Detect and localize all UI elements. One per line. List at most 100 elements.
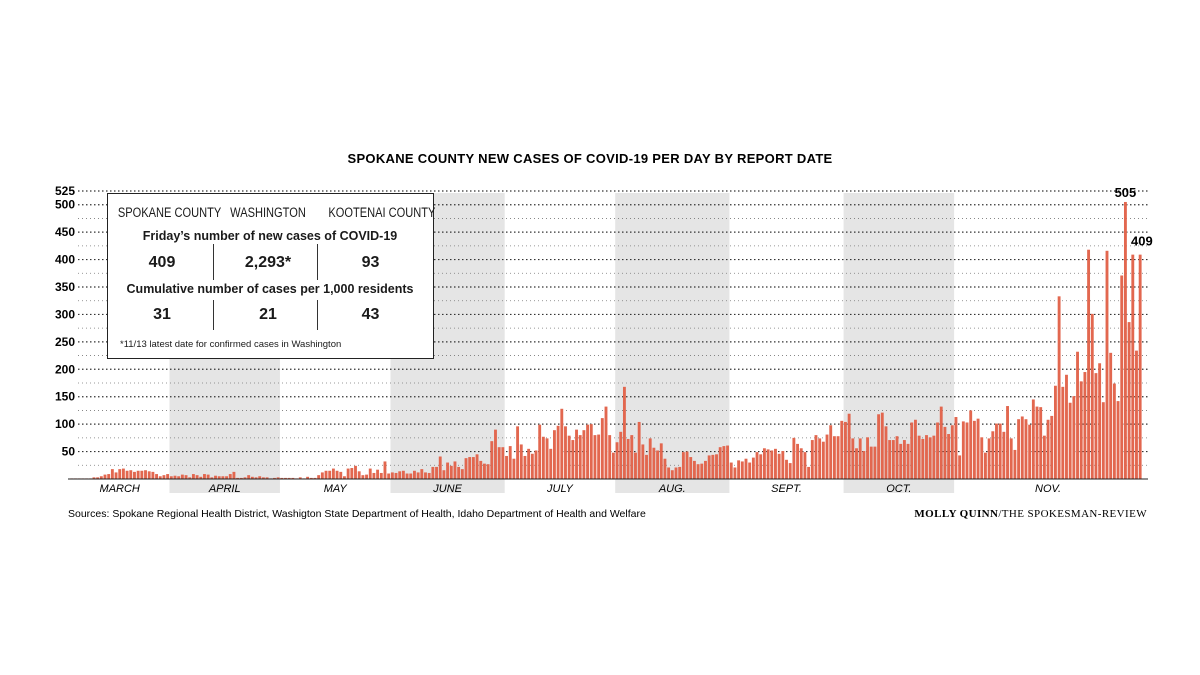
bar: [796, 443, 799, 479]
bar: [236, 477, 240, 479]
bar: [449, 465, 453, 479]
bar: [96, 477, 100, 479]
bar: [195, 475, 199, 479]
bar: [987, 438, 991, 479]
bar: [214, 475, 217, 479]
divider: [213, 300, 214, 330]
bar: [118, 469, 122, 479]
bar: [759, 454, 763, 479]
bar: [667, 467, 671, 479]
bar: [674, 467, 678, 479]
y-tick-label: 300: [55, 307, 75, 321]
bar: [1013, 449, 1017, 479]
bar: [1087, 249, 1091, 479]
y-tick-label: 250: [55, 335, 75, 349]
bar: [766, 449, 770, 479]
bar: [416, 472, 420, 479]
bar: [401, 470, 405, 479]
bar: [880, 412, 884, 479]
bar: [604, 406, 608, 479]
month-label: NOV.: [1035, 483, 1061, 495]
bar: [814, 435, 818, 479]
bar: [991, 431, 995, 479]
bar: [969, 410, 973, 479]
bar: [936, 422, 939, 479]
bar: [847, 413, 851, 479]
bar: [586, 424, 590, 479]
bar: [608, 435, 612, 479]
bar: [1057, 296, 1061, 479]
bar: [1101, 402, 1105, 479]
bar: [460, 469, 464, 479]
sources-note: Sources: Spokane Regional Health Distric…: [68, 508, 646, 520]
bar: [383, 461, 387, 479]
bar: [1035, 406, 1039, 479]
bar: [678, 466, 682, 479]
bar: [755, 452, 759, 479]
y-tick-label: 525: [55, 184, 75, 198]
bar: [232, 471, 236, 479]
bar: [405, 473, 409, 479]
bar: [954, 417, 958, 479]
bar: [527, 448, 531, 479]
bar: [129, 470, 133, 479]
bar: [1020, 416, 1024, 479]
bar: [339, 471, 343, 479]
bar: [877, 414, 881, 479]
bar: [689, 457, 693, 479]
bar: [1079, 381, 1083, 479]
bar: [869, 446, 873, 479]
divider: [317, 300, 318, 330]
bar: [888, 440, 892, 479]
cumulative-title: Cumulative number of cases per 1,000 res…: [126, 282, 414, 296]
month-label: OCT.: [886, 483, 911, 495]
bar: [917, 435, 921, 479]
bar: [748, 462, 752, 479]
bar: [810, 440, 814, 479]
bar: [505, 455, 508, 479]
bar: [313, 477, 317, 479]
bar: [777, 453, 781, 479]
month-shade-band: [615, 193, 730, 493]
bar: [925, 435, 928, 479]
bar: [549, 448, 553, 479]
bar: [692, 460, 696, 479]
bar: [1116, 401, 1120, 479]
y-tick-label: 200: [55, 362, 75, 376]
bar: [659, 443, 663, 479]
bar: [1006, 406, 1009, 479]
bar: [1050, 415, 1054, 479]
credit-org: /THE SPOKESMAN-REVIEW: [998, 508, 1147, 520]
bar: [276, 477, 280, 479]
bar: [151, 471, 155, 479]
bar: [324, 470, 328, 479]
bar: [438, 456, 442, 479]
bar: [910, 422, 914, 479]
bar: [221, 476, 225, 479]
bar: [781, 451, 785, 479]
bar: [851, 438, 855, 479]
bar: [696, 464, 700, 479]
bar: [538, 424, 542, 479]
bar: [1131, 254, 1135, 479]
bar: [593, 435, 597, 479]
bar: [210, 477, 214, 479]
bar: [902, 440, 906, 479]
bar: [468, 457, 472, 479]
bar: [1135, 350, 1138, 479]
bar: [184, 475, 188, 479]
bar: [501, 447, 505, 479]
bar: [589, 424, 593, 479]
bar: [858, 438, 862, 479]
month-label: AUG.: [658, 483, 686, 495]
bar: [158, 476, 162, 479]
bar: [914, 419, 917, 479]
bar: [398, 471, 402, 479]
bar: [250, 476, 254, 479]
bar: [855, 448, 858, 479]
month-labels: MARCH APRIL MAY JUNE JULY AUG. SEPT. OCT. NOV.: [100, 483, 1062, 495]
stats-inset-box: SPOKANE COUNTY WASHINGTON KOOTENAI COUNT…: [107, 193, 435, 359]
bar: [534, 450, 538, 479]
bar: [1046, 419, 1050, 479]
bar: [343, 476, 346, 479]
